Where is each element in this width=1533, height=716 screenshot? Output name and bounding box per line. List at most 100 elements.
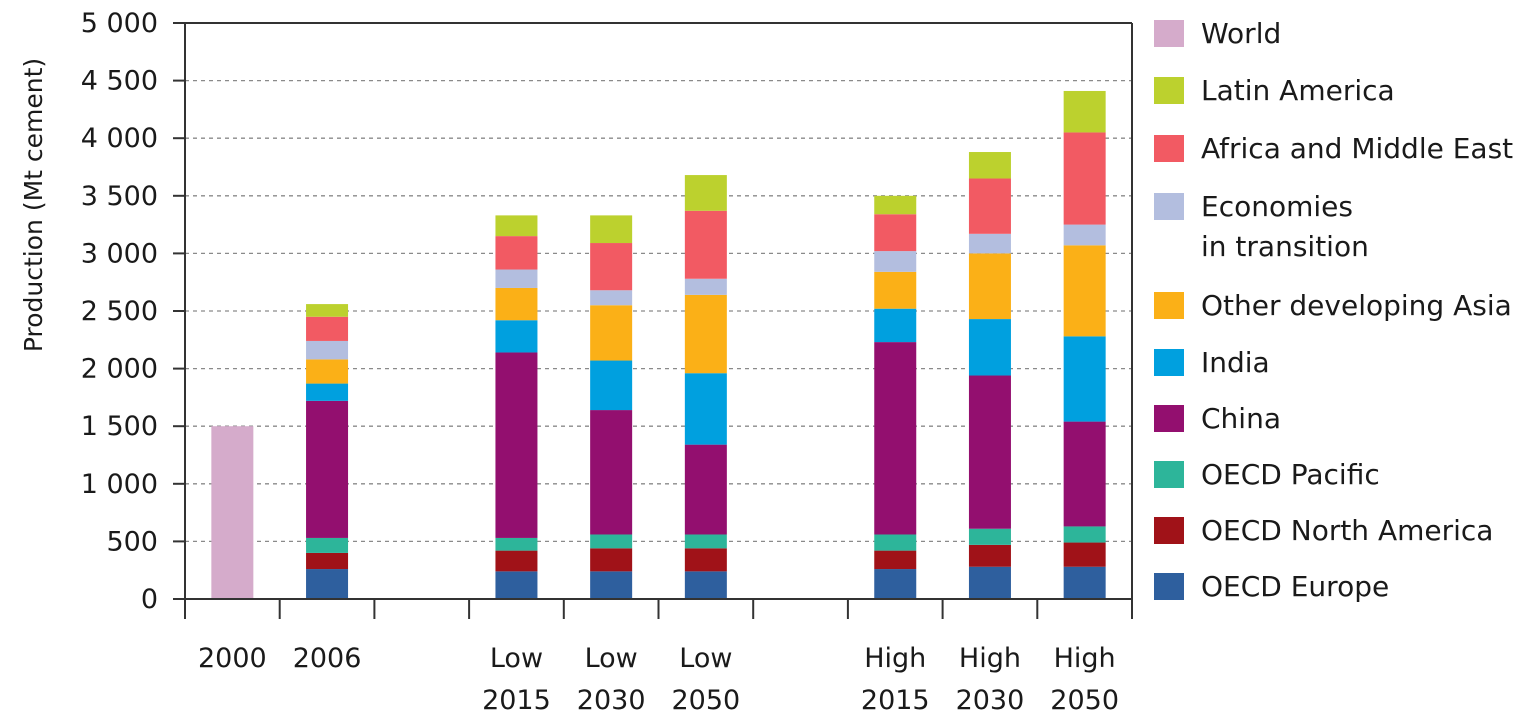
- bar-segment-other-developing-asia: [968, 253, 1011, 320]
- bar-segment-africa-and-middle-east: [874, 214, 917, 252]
- x-tick-label: 2015: [482, 685, 551, 716]
- y-tick-labels: 0 500 1 000 1 500 2 000 2 500 3 000 3 500 4 000 4…: [81, 8, 158, 615]
- bar-segment-oecd-north-america: [590, 548, 633, 572]
- bar-segment-oecd-pacific: [590, 534, 633, 549]
- bar-segment-other-developing-asia: [874, 271, 917, 309]
- bar-segment-oecd-pacific: [968, 528, 1011, 545]
- bar-segment-oecd-pacific: [306, 537, 349, 553]
- legend-label: Africa and Middle East: [1201, 132, 1513, 165]
- bar-segment-latin-america: [306, 304, 349, 317]
- bar-segment-oecd-europe: [968, 566, 1011, 599]
- bar-segment-africa-and-middle-east: [306, 316, 349, 341]
- bar-segment-economies-in-transition: [874, 251, 917, 272]
- legend-label: in transition: [1201, 230, 1369, 263]
- axes: [173, 22, 1133, 619]
- y-tick-label: 4 500: [81, 66, 158, 97]
- bar-segment-africa-and-middle-east: [684, 210, 727, 279]
- legend-label: OECD Europe: [1201, 570, 1389, 603]
- bar-segment-oecd-north-america: [968, 544, 1011, 567]
- bar-segment-india: [684, 373, 727, 445]
- x-tick-label: 2030: [956, 685, 1025, 716]
- bar-segment-india: [1063, 336, 1106, 422]
- bar-segment-oecd-europe: [684, 571, 727, 599]
- bar-segment-india: [306, 383, 349, 401]
- legend-swatch: [1154, 517, 1184, 544]
- bar-segment-oecd-europe: [874, 569, 917, 599]
- bar-segment-economies-in-transition: [1063, 224, 1106, 246]
- bar-segment-world: [211, 426, 254, 599]
- bar-segment-africa-and-middle-east: [1063, 132, 1106, 225]
- legend-label: OECD North America: [1201, 514, 1493, 547]
- bar-segment-oecd-north-america: [684, 548, 727, 572]
- legend-swatch: [1154, 573, 1184, 600]
- bar-segment-oecd-europe: [590, 571, 633, 599]
- bar-segment-other-developing-asia: [306, 359, 349, 384]
- x-tick-label: 2006: [293, 643, 362, 674]
- gridlines: [185, 79, 1132, 543]
- bar-segment-india: [874, 308, 917, 343]
- bar-segment-oecd-north-america: [1063, 542, 1106, 567]
- y-tick-label: 3 000: [81, 238, 158, 269]
- bar-segment-china: [495, 352, 538, 538]
- x-tick-label: High: [959, 643, 1021, 674]
- bar-segment-oecd-north-america: [495, 550, 538, 572]
- bar-segment-latin-america: [1063, 90, 1106, 133]
- bar-segment-economies-in-transition: [968, 233, 1011, 254]
- bar-segment-india: [495, 320, 538, 353]
- bar-segment-oecd-pacific: [684, 534, 727, 549]
- x-tick-label: 2015: [861, 685, 930, 716]
- bar-segment-china: [684, 444, 727, 535]
- legend-label: World: [1201, 17, 1281, 50]
- bar-segment-china: [968, 375, 1011, 529]
- bar-segment-oecd-pacific: [874, 534, 917, 551]
- bar-segment-oecd-north-america: [874, 550, 917, 570]
- legend-swatch: [1154, 193, 1184, 220]
- legend-swatch: [1154, 405, 1184, 432]
- bar-segment-latin-america: [968, 152, 1011, 179]
- y-tick-label: 4 000: [81, 123, 158, 154]
- bar-segment-china: [874, 342, 917, 535]
- bar-segment-china: [306, 400, 349, 538]
- bar-segment-africa-and-middle-east: [590, 243, 633, 291]
- bars: [211, 90, 1106, 599]
- legend: World Latin America Africa and Middle East…: [1154, 17, 1513, 603]
- bar-segment-other-developing-asia: [590, 305, 633, 361]
- x-tick-label: 2050: [1050, 685, 1119, 716]
- legend-swatch: [1154, 292, 1184, 319]
- bar-segment-latin-america: [590, 215, 633, 244]
- y-tick-label: 500: [106, 526, 158, 557]
- legend-swatch: [1154, 20, 1184, 47]
- bar-segment-oecd-pacific: [1063, 526, 1106, 543]
- bar-segment-economies-in-transition: [495, 269, 538, 288]
- legend-swatch: [1154, 77, 1184, 104]
- legend-label: Latin America: [1201, 74, 1395, 107]
- x-tick-label: Low: [490, 643, 543, 674]
- x-tick-label: Low: [679, 643, 732, 674]
- bar-segment-other-developing-asia: [495, 287, 538, 321]
- bar-segment-india: [590, 360, 633, 411]
- legend-swatch: [1154, 135, 1184, 162]
- bar-segment-china: [590, 410, 633, 535]
- x-tick-label: High: [864, 643, 926, 674]
- bar-segment-latin-america: [684, 175, 727, 211]
- bar-segment-latin-america: [874, 195, 917, 215]
- legend-swatch: [1154, 349, 1184, 376]
- y-tick-label: 2 500: [81, 296, 158, 327]
- bar-segment-economies-in-transition: [684, 278, 727, 295]
- bar-segment-oecd-europe: [495, 571, 538, 599]
- legend-label: India: [1201, 346, 1270, 379]
- bar-segment-africa-and-middle-east: [495, 236, 538, 270]
- legend-label: China: [1201, 402, 1281, 435]
- legend-label: OECD Pacific: [1201, 458, 1380, 491]
- bar-segment-economies-in-transition: [590, 290, 633, 306]
- bar-segment-oecd-europe: [1063, 566, 1106, 599]
- bar-segment-other-developing-asia: [1063, 245, 1106, 337]
- x-tick-labels: 2000 2006 Low 2015 Low 2030 Low 2050 High 2015 Hig…: [198, 643, 1119, 716]
- y-tick-label: 0: [141, 584, 158, 615]
- x-tick-label: 2030: [577, 685, 646, 716]
- bar-segment-china: [1063, 421, 1106, 527]
- x-tick-label: High: [1054, 643, 1116, 674]
- bar-segment-oecd-north-america: [306, 552, 349, 570]
- x-tick-label: 2050: [671, 685, 740, 716]
